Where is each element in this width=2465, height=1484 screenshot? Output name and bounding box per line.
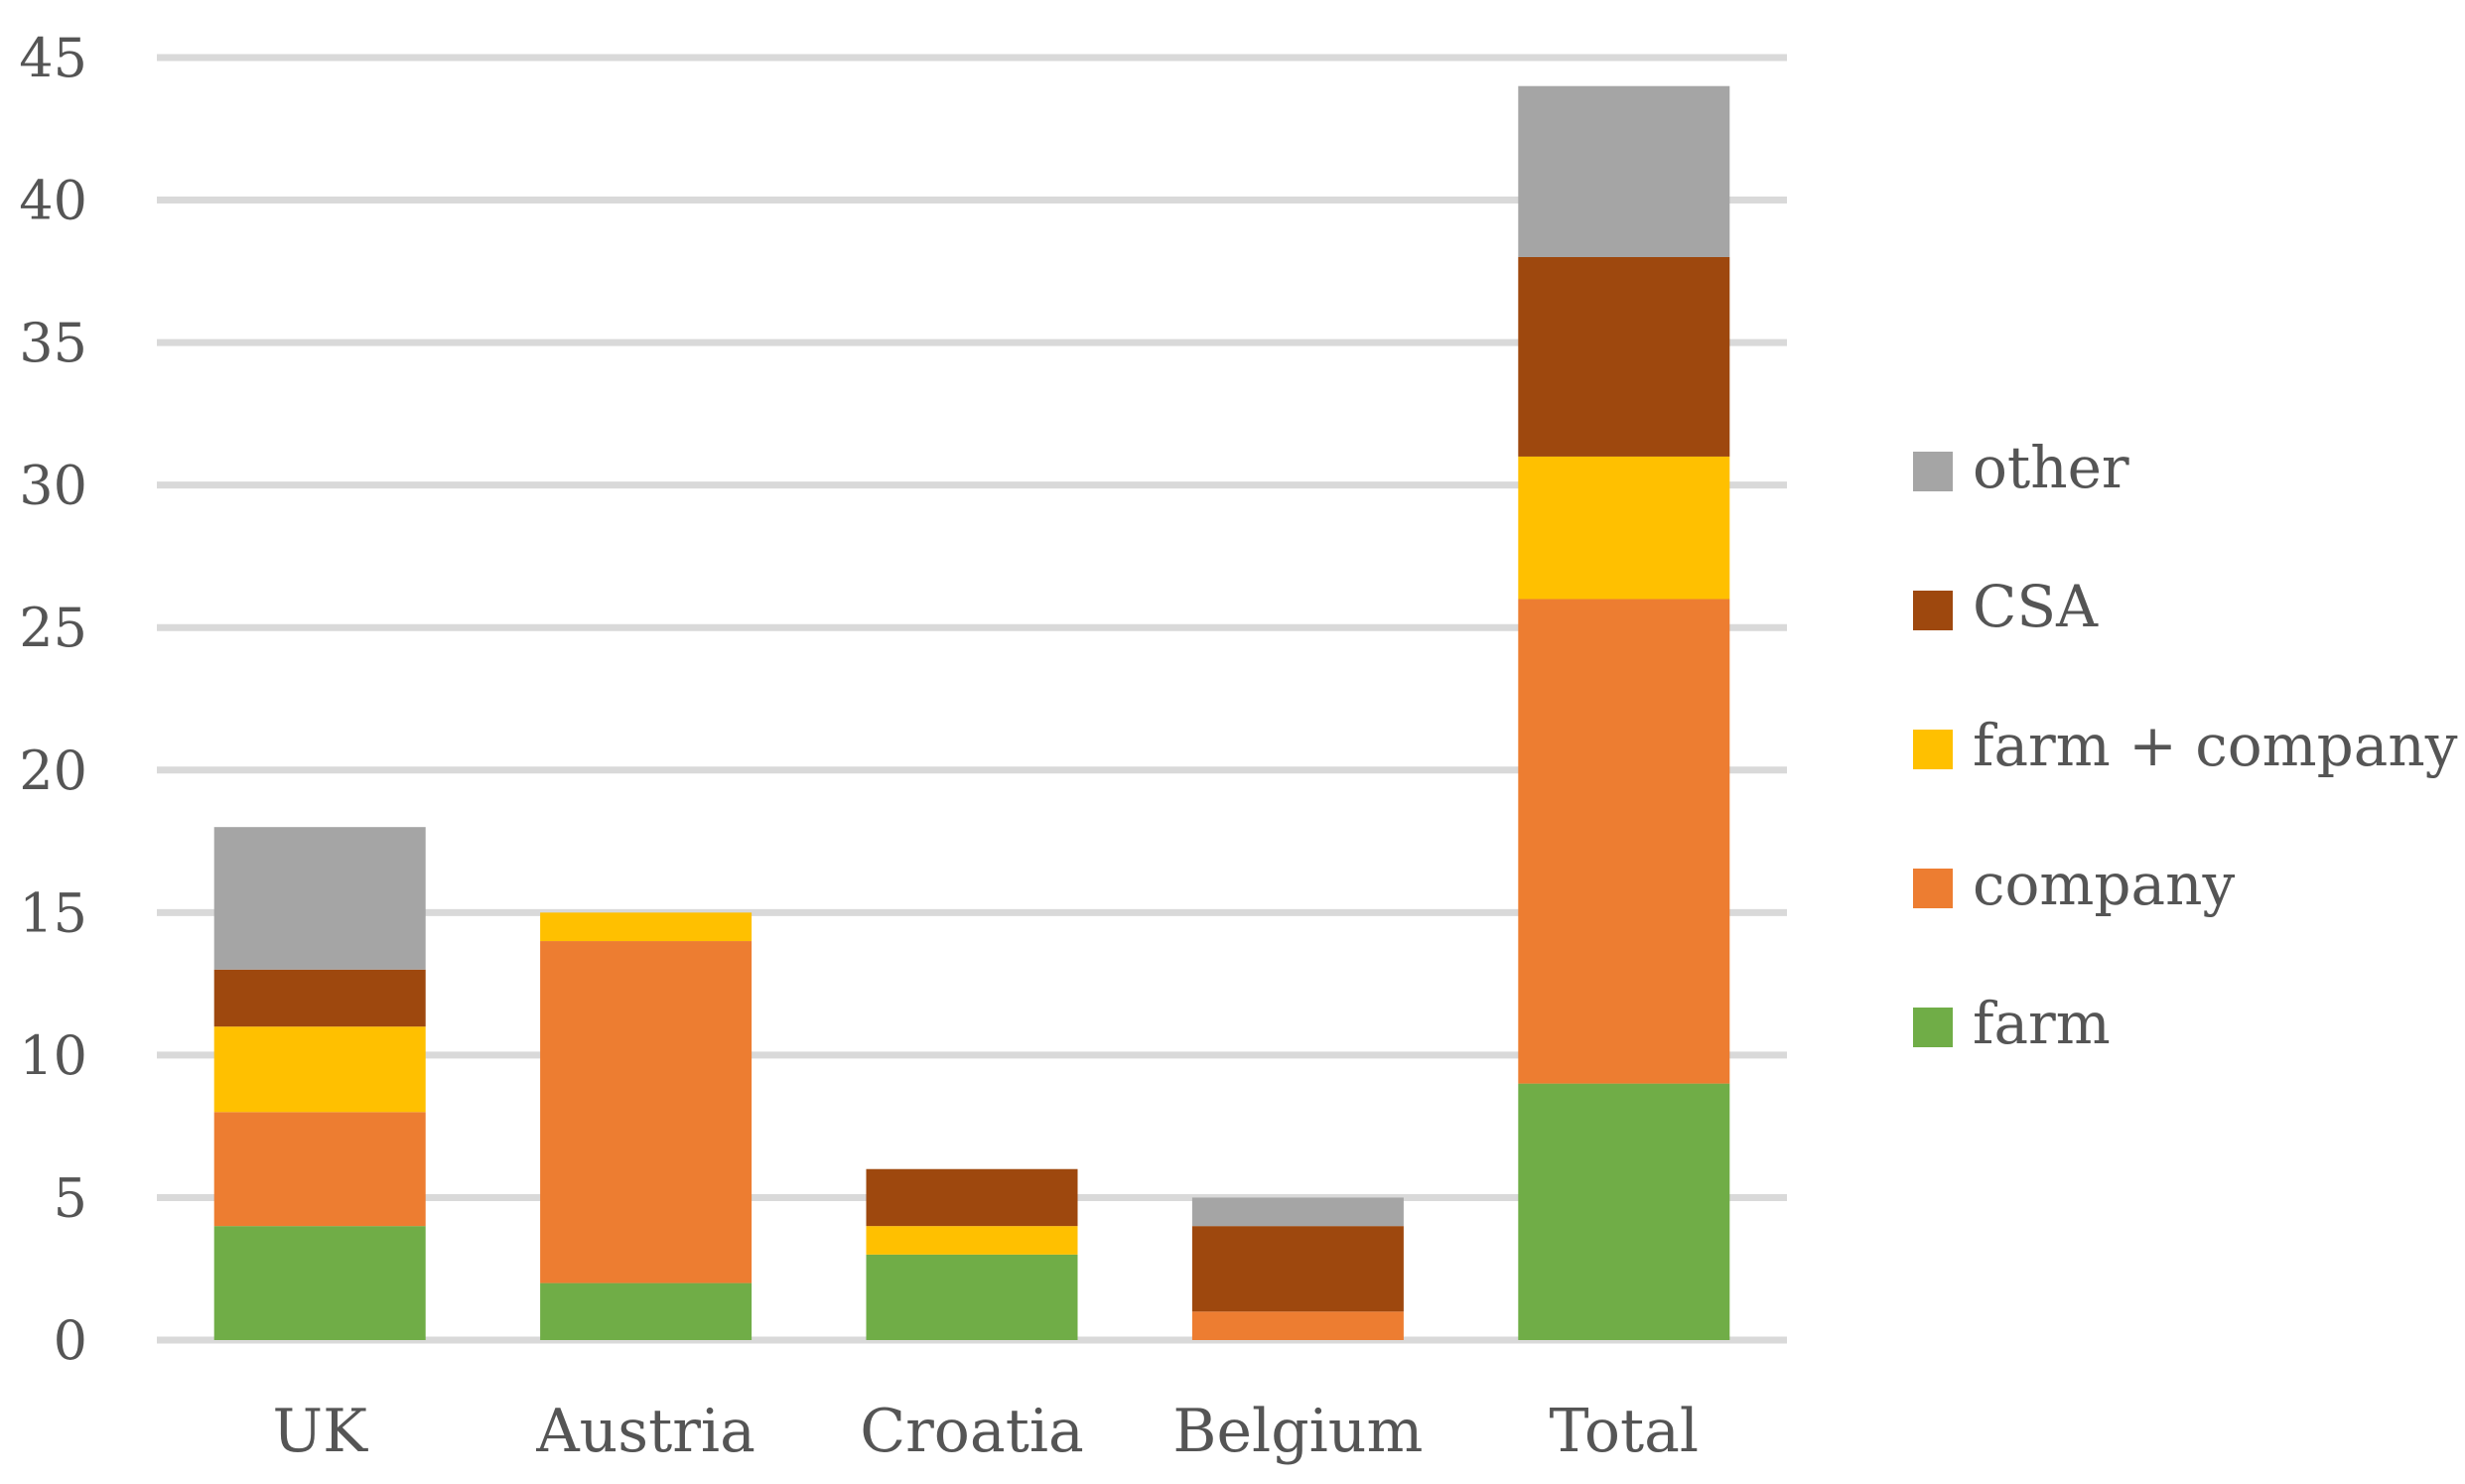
legend-label: CSA xyxy=(1973,573,2099,640)
legend-swatch xyxy=(1913,1008,1953,1047)
bar-total-csa xyxy=(1518,256,1730,457)
y-tick-label: 30 xyxy=(19,455,87,517)
legend-item-farm: farm xyxy=(1913,990,2111,1057)
bar-total-farm xyxy=(1518,1083,1730,1340)
bar-croatia-csa xyxy=(866,1168,1078,1227)
bar-austria-farm-company xyxy=(540,912,753,942)
bar-uk-farm xyxy=(213,1226,426,1340)
legend-label: farm xyxy=(1973,990,2111,1057)
y-tick-label: 20 xyxy=(19,740,87,802)
legend-swatch xyxy=(1913,730,1953,769)
legend-item-csa: CSA xyxy=(1913,573,2099,640)
legend: other CSA farm + company company farm xyxy=(1913,434,2458,1057)
legend-item-other: other xyxy=(1913,434,2129,501)
bar-uk-csa xyxy=(213,969,426,1027)
y-axis-tick-labels: 0 5 10 15 20 25 30 35 40 45 xyxy=(19,27,87,1372)
x-axis-tick-labels: UK Austria Croatia Belgium Total xyxy=(273,1397,1700,1466)
y-tick-label: 45 xyxy=(19,27,87,89)
gridlines xyxy=(157,54,1787,1344)
bar-croatia-farm xyxy=(866,1254,1078,1340)
bar-belgium-company xyxy=(1191,1311,1404,1340)
legend-label: farm + company xyxy=(1973,712,2458,779)
bar-uk-other xyxy=(213,827,426,970)
y-tick-label: 15 xyxy=(19,881,87,944)
bars xyxy=(213,85,1730,1340)
legend-item-company: company xyxy=(1913,851,2235,918)
bar-belgium-csa xyxy=(1191,1226,1404,1312)
legend-label: other xyxy=(1973,434,2129,501)
legend-swatch xyxy=(1913,591,1953,630)
x-tick-label: Austria xyxy=(535,1397,755,1466)
bar-austria-farm xyxy=(540,1282,753,1340)
legend-swatch xyxy=(1913,869,1953,908)
y-tick-label: 40 xyxy=(19,170,87,232)
y-tick-label: 10 xyxy=(19,1024,87,1087)
bar-austria-company xyxy=(540,941,753,1283)
bar-belgium-other xyxy=(1191,1197,1404,1227)
legend-item-farm-company: farm + company xyxy=(1913,712,2458,779)
bar-total-company xyxy=(1518,599,1730,1084)
bar-total-other xyxy=(1518,85,1730,257)
bar-uk-farm-company xyxy=(213,1026,426,1113)
bar-croatia-farm-company xyxy=(866,1226,1078,1255)
x-tick-label: Croatia xyxy=(860,1397,1084,1466)
bar-total-farm-company xyxy=(1518,456,1730,600)
y-tick-label: 0 xyxy=(54,1309,87,1372)
y-tick-label: 35 xyxy=(19,312,87,374)
x-tick-label: Belgium xyxy=(1172,1397,1423,1466)
legend-label: company xyxy=(1973,851,2235,918)
y-tick-label: 25 xyxy=(19,597,87,659)
y-tick-label: 5 xyxy=(54,1166,87,1229)
x-tick-label: UK xyxy=(273,1397,369,1466)
bar-uk-company xyxy=(213,1112,426,1227)
legend-swatch xyxy=(1913,452,1953,491)
x-tick-label: Total xyxy=(1550,1397,1700,1466)
